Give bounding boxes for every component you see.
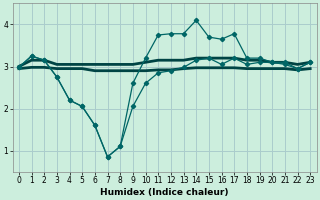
- X-axis label: Humidex (Indice chaleur): Humidex (Indice chaleur): [100, 188, 229, 197]
